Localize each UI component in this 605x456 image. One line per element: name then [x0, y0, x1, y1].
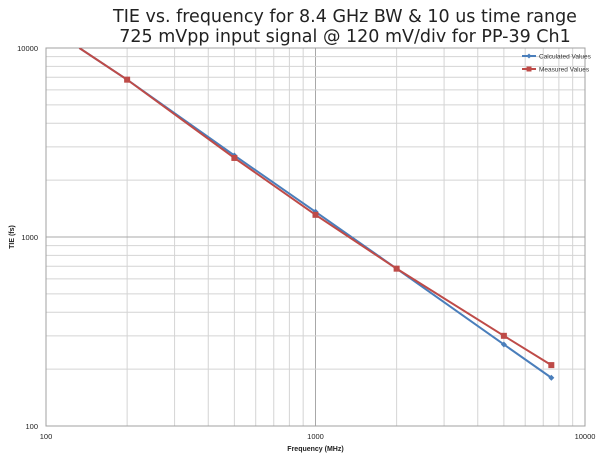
data-point [393, 265, 400, 272]
y-tick-label: 1000 [21, 233, 38, 242]
series-2 [78, 48, 555, 369]
legend-label: Measured Values [539, 66, 590, 73]
x-tick-label: 10000 [575, 432, 596, 441]
y-axis-label: TIE (fs) [9, 225, 16, 249]
x-tick-label: 100 [40, 432, 53, 441]
grid [45, 48, 585, 427]
data-point [548, 362, 555, 369]
data-point [124, 76, 131, 83]
legend: Calculated Values Measured Values [522, 53, 592, 73]
data-point [500, 341, 507, 348]
x-tick-label: 1000 [307, 432, 324, 441]
series [78, 48, 555, 381]
legend-label: Calculated Values [539, 53, 592, 60]
chart-subtitle: 725 mVpp input signal @ 120 mV/div for P… [119, 27, 571, 47]
y-tick-label: 100 [25, 422, 38, 431]
plot-area [45, 47, 586, 427]
x-axis-label: Frequency (MHz) [287, 446, 343, 453]
legend-marker [526, 53, 532, 59]
data-point [548, 374, 555, 381]
tick-labels: 100 1000 10000 100 1000 10000 [17, 44, 595, 441]
data-point [231, 154, 238, 161]
data-point [500, 332, 507, 339]
chart-title: TIE vs. frequency for 8.4 GHz BW & 10 us… [113, 7, 577, 27]
y-tick-label: 10000 [17, 44, 38, 53]
data-point [312, 211, 319, 218]
legend-marker [526, 66, 532, 72]
